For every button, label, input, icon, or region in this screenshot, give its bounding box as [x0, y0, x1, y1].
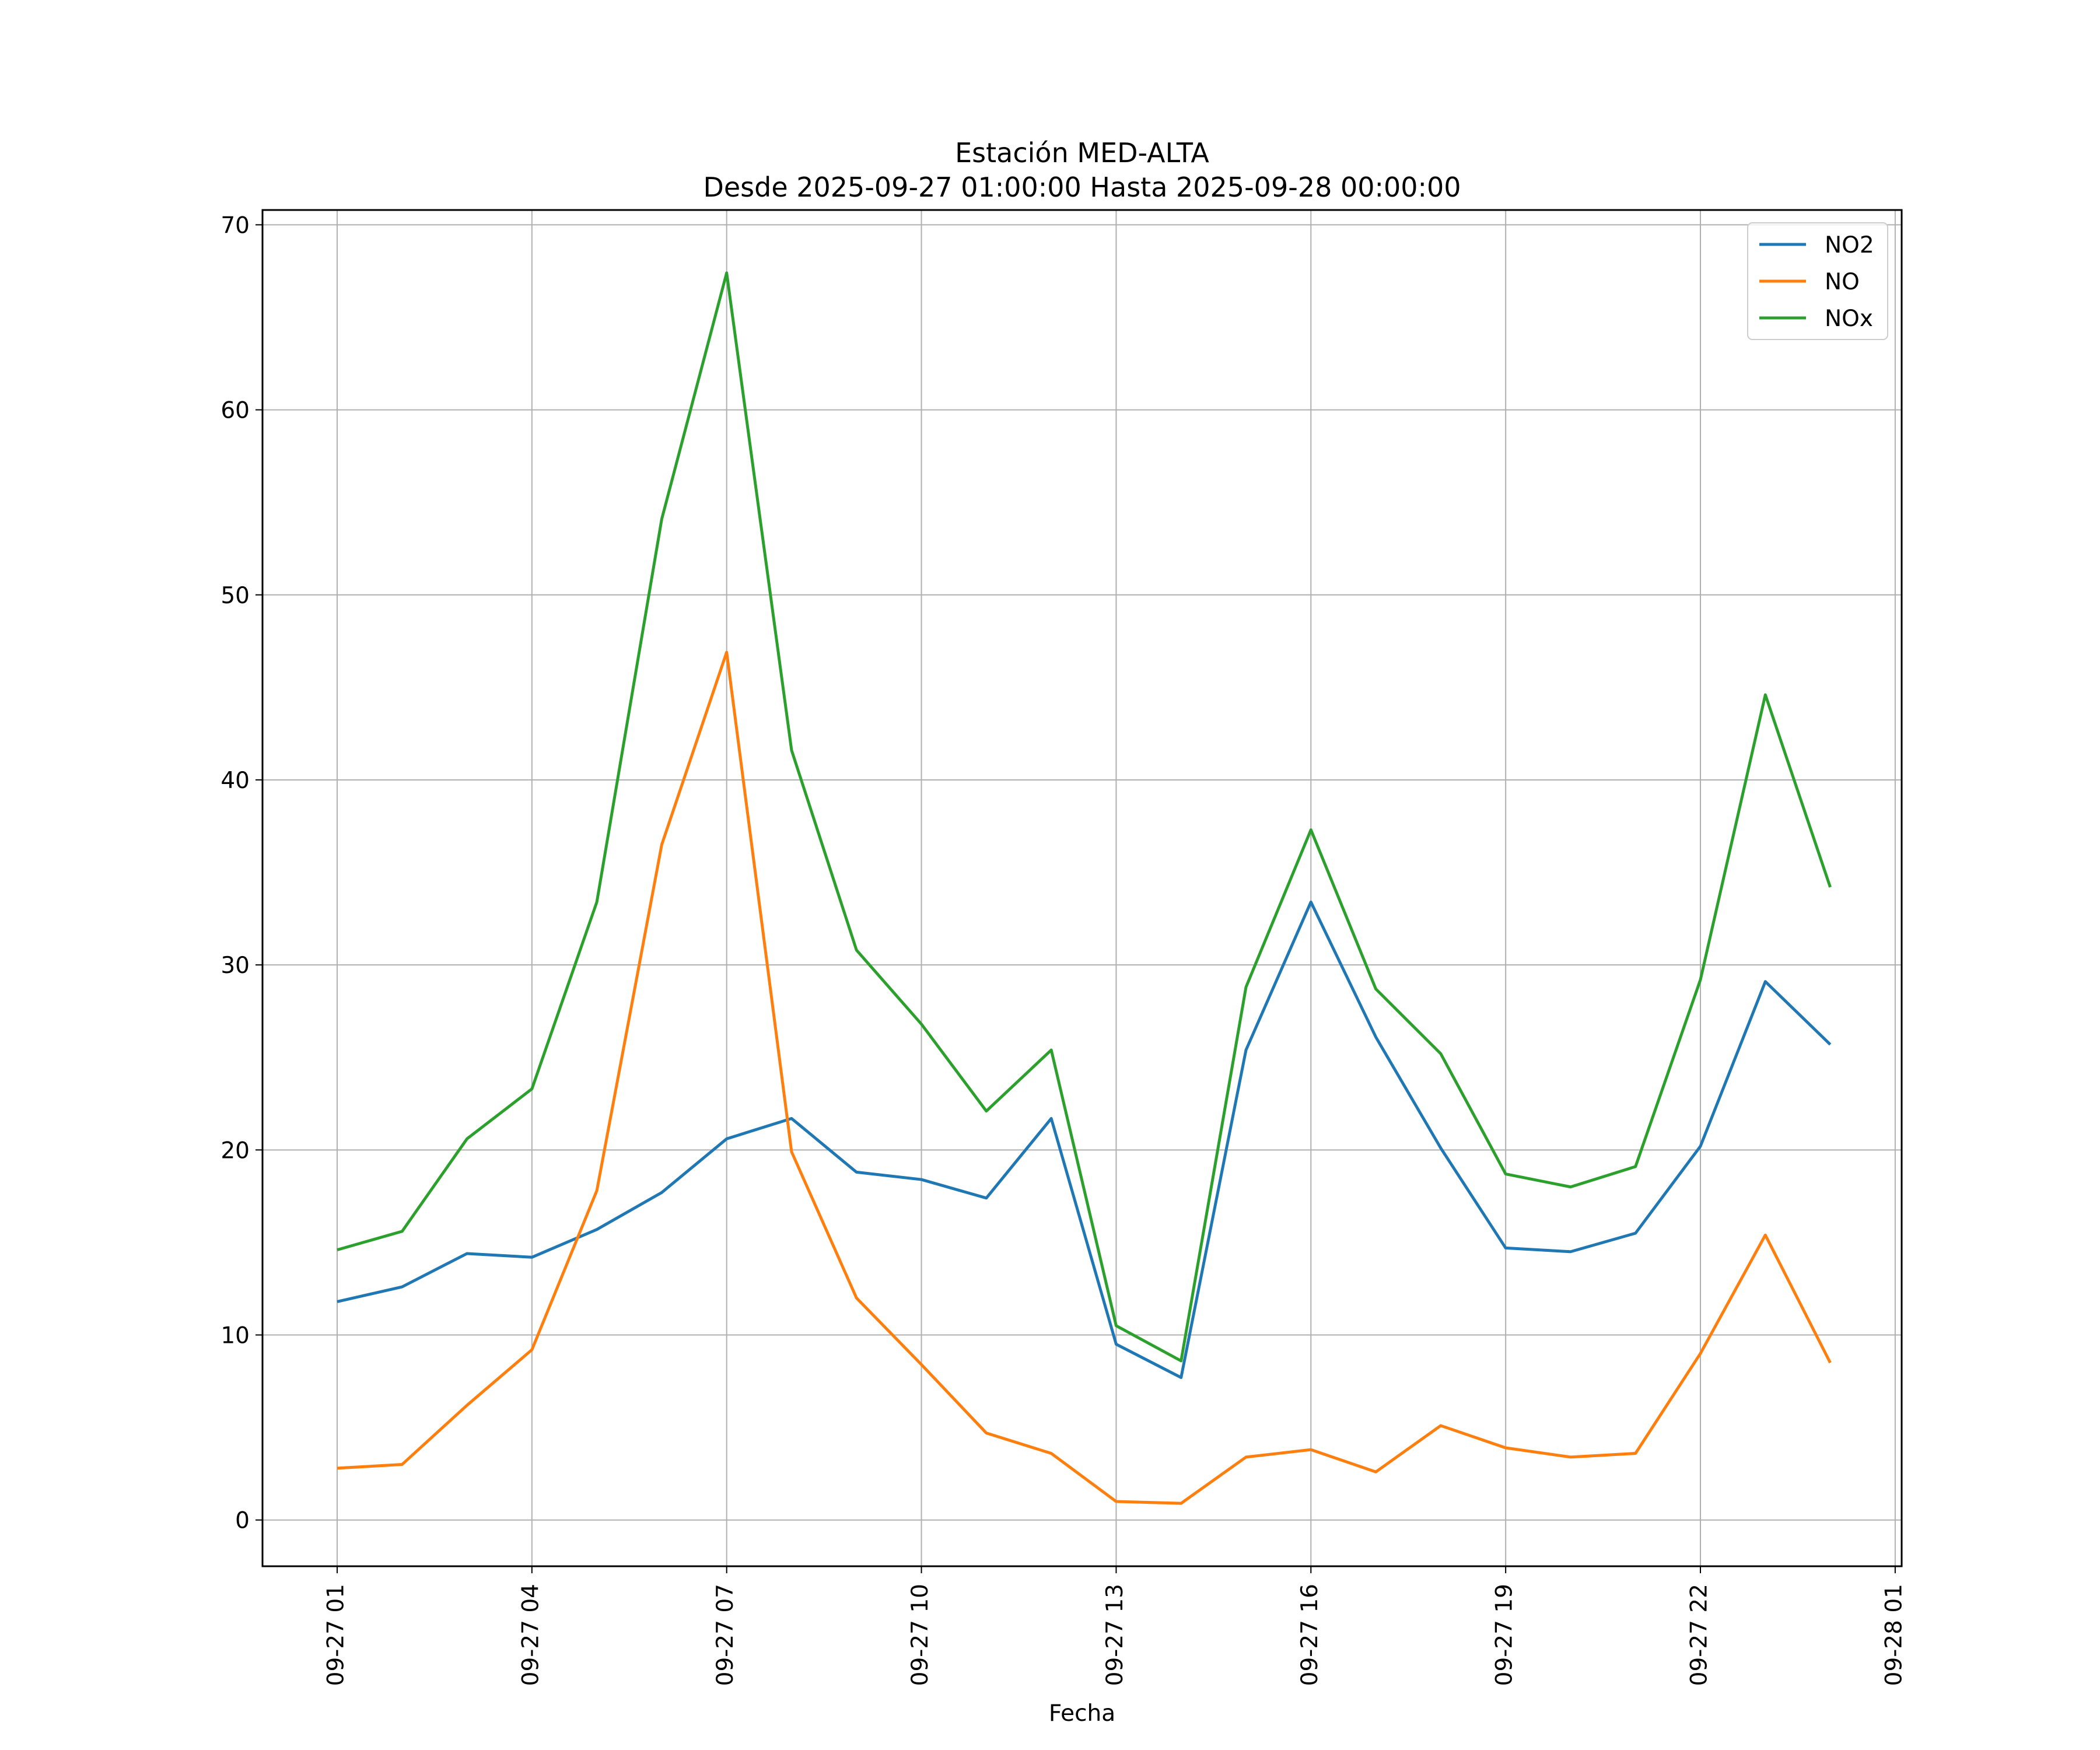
- x-tick-label: 09-27 19: [1492, 1584, 1518, 1686]
- x-tick-label: 09-27 16: [1297, 1584, 1323, 1686]
- y-tick-label: 70: [220, 212, 250, 239]
- legend: NO2 NO NOx: [1747, 222, 1888, 340]
- chart-title-line1: Estación MED-ALTA: [955, 137, 1209, 169]
- x-tick-label: 09-27 07: [712, 1584, 738, 1686]
- series-lines: [337, 271, 1832, 1505]
- y-axis: 0 10 20 30 40 50 60 70: [220, 212, 262, 1534]
- grid: [262, 210, 1902, 1566]
- y-tick-label: 30: [220, 953, 250, 979]
- x-axis-label: Fecha: [1049, 1700, 1115, 1727]
- y-tick-label: 10: [220, 1323, 250, 1349]
- x-tick-label: 09-27 13: [1102, 1584, 1128, 1686]
- x-tick-label: 09-27 04: [517, 1584, 544, 1686]
- x-tick-label: 09-27 01: [323, 1584, 349, 1686]
- series-line-no: [337, 650, 1832, 1505]
- y-tick-label: 50: [220, 583, 250, 609]
- plot-frame: [261, 209, 1903, 1567]
- series-line-no2: [337, 900, 1832, 1379]
- y-tick-label: 40: [220, 768, 250, 794]
- series-line-nox: [337, 271, 1832, 1363]
- chart-title-line2: Desde 2025-09-27 01:00:00 Hasta 2025-09-…: [703, 172, 1461, 203]
- y-tick-label: 20: [220, 1138, 250, 1164]
- x-tick-label: 09-27 22: [1686, 1584, 1713, 1686]
- legend-label-nox: NOx: [1825, 306, 1873, 332]
- legend-label-no: NO: [1825, 269, 1860, 295]
- x-tick-label: 09-27 10: [907, 1584, 933, 1686]
- x-tick-label: 09-28 01: [1881, 1584, 1907, 1686]
- legend-box: [1747, 222, 1888, 340]
- legend-label-no2: NO2: [1825, 232, 1874, 258]
- x-axis: 09-27 01 09-27 04 09-27 07 09-27 10 09-27 13…: [323, 1566, 1907, 1686]
- y-tick-label: 0: [235, 1508, 250, 1534]
- y-tick-label: 60: [220, 398, 250, 424]
